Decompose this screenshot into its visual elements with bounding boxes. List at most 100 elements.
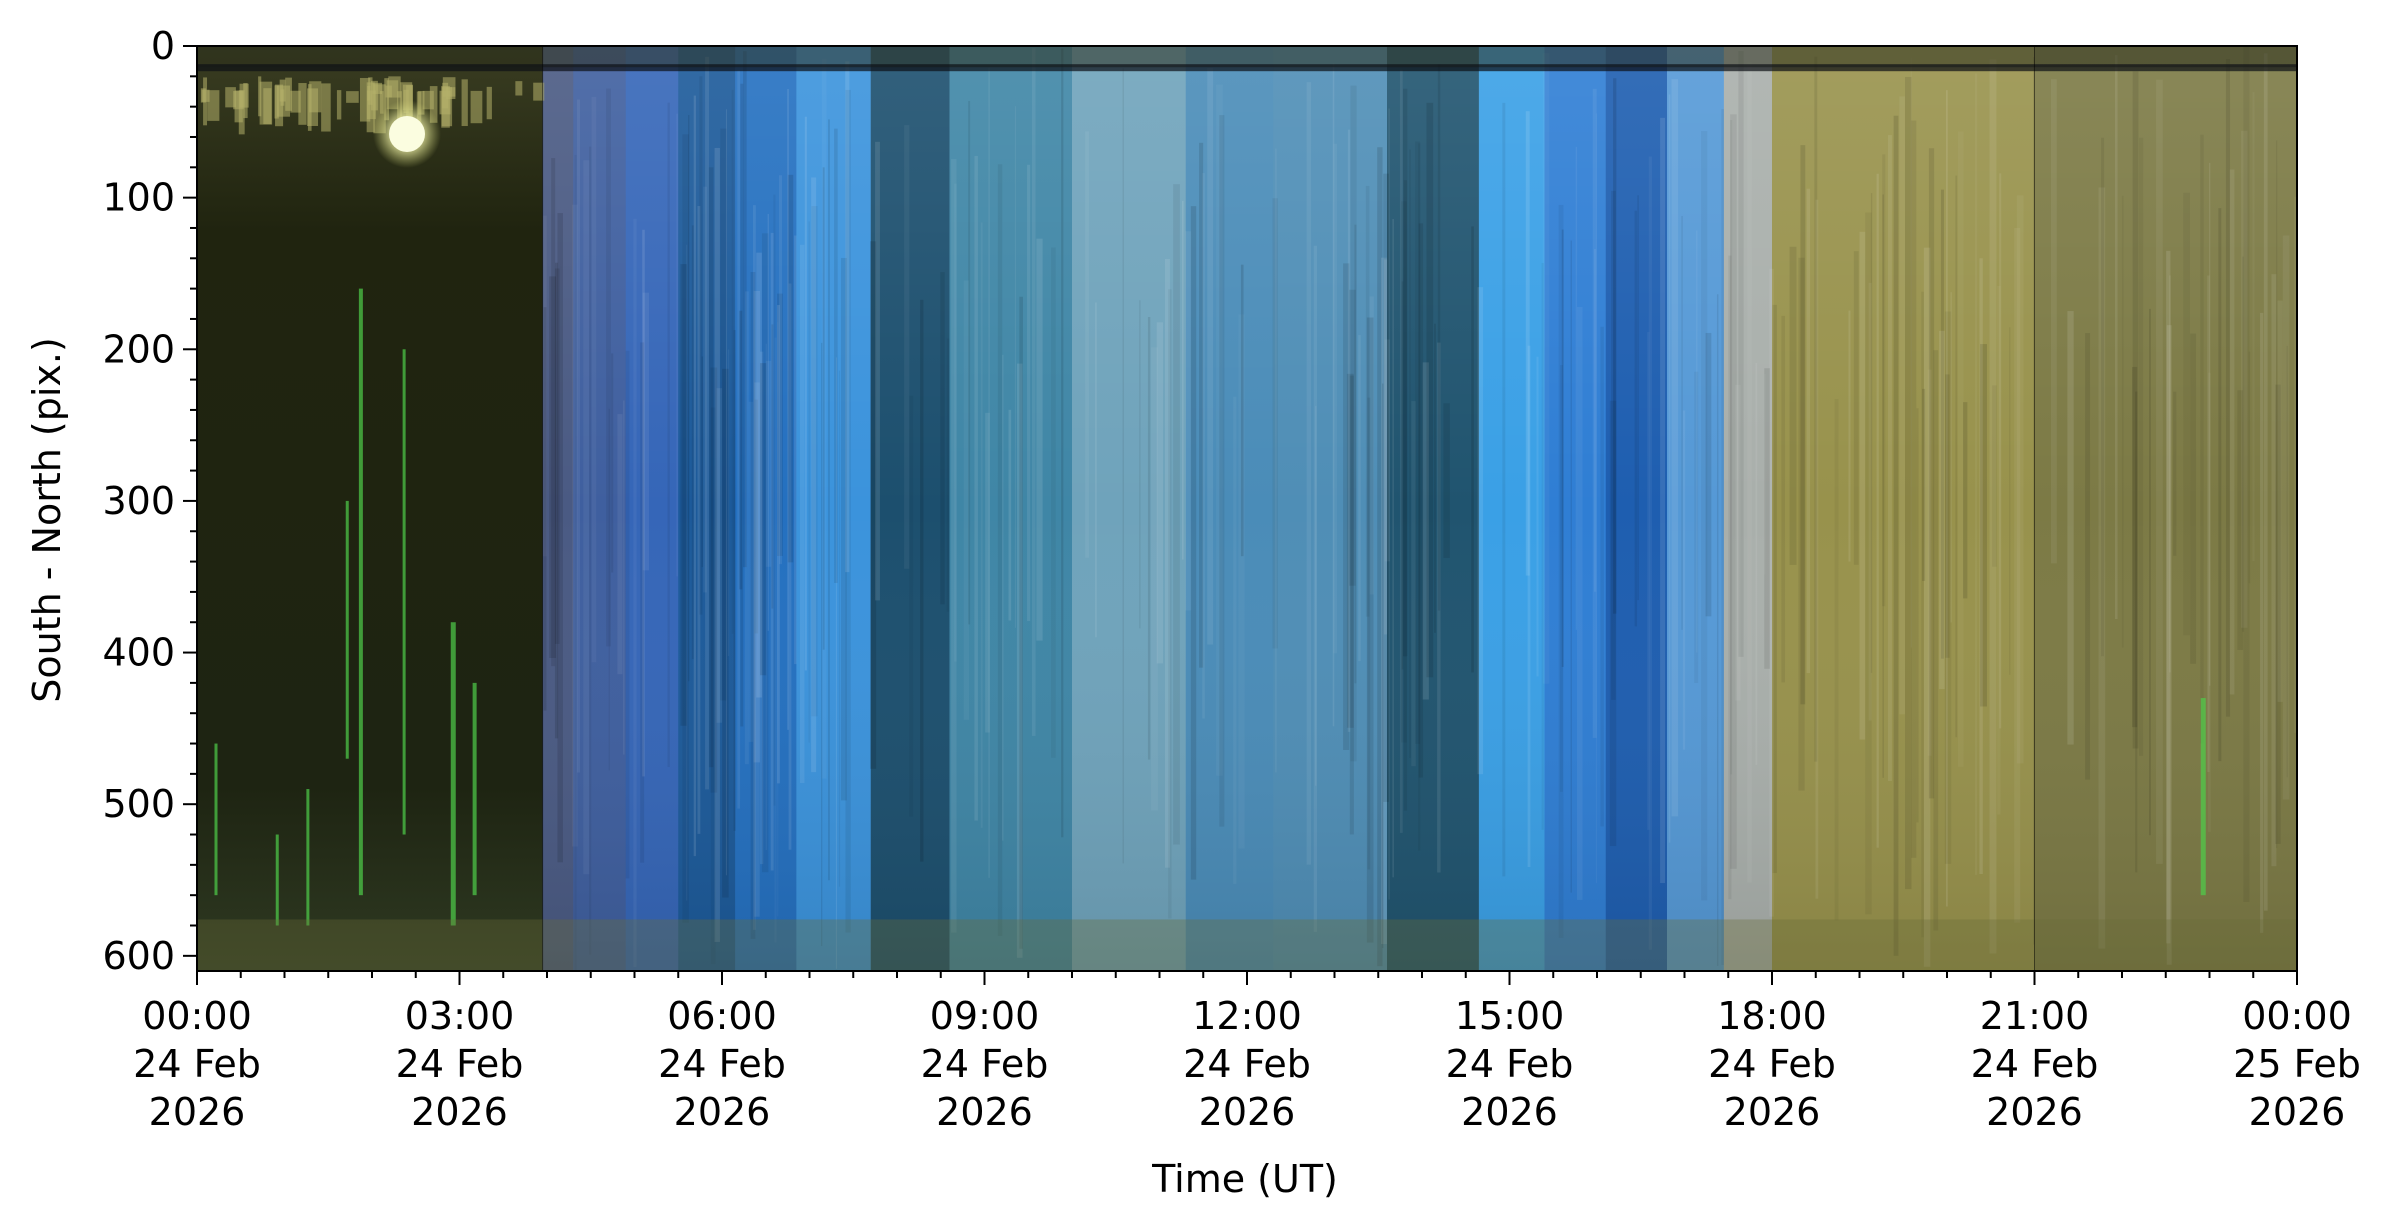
aurora-streak	[402, 349, 406, 835]
texture-streak	[1558, 204, 1564, 938]
band-shade-8	[949, 46, 1073, 971]
texture-streak	[608, 408, 610, 771]
texture-streak	[2135, 391, 2138, 873]
cloud-fringe	[402, 84, 413, 111]
texture-streak	[1434, 323, 1436, 633]
texture-streak	[1559, 365, 1563, 792]
texture-streak	[688, 114, 690, 682]
texture-streak	[767, 213, 769, 631]
texture-streak	[2237, 390, 2244, 650]
texture-streak	[1388, 108, 1390, 900]
x-tick-label: 09:00 24 Feb 2026	[921, 994, 1049, 1134]
texture-streak	[2169, 275, 2171, 673]
moon	[389, 115, 425, 152]
texture-streak	[1168, 289, 1172, 919]
texture-streak	[1383, 173, 1389, 802]
texture-streak	[1122, 68, 1124, 864]
texture-streak	[1346, 373, 1354, 728]
aurora-streak	[450, 622, 456, 926]
texture-streak	[2282, 235, 2290, 800]
texture-streak	[2138, 137, 2144, 756]
texture-streak	[667, 102, 670, 768]
x-tick-label: 15:00 24 Feb 2026	[1446, 994, 1574, 1134]
aurora-streak	[306, 789, 310, 926]
cloud-fringe	[515, 81, 523, 96]
texture-streak	[1682, 410, 1686, 750]
texture-streak	[1275, 148, 1277, 773]
texture-streak	[1730, 120, 1733, 775]
texture-streak	[2207, 275, 2210, 772]
texture-streak	[2132, 71, 2139, 749]
cloud-fringe	[366, 90, 376, 120]
texture-streak	[773, 194, 776, 806]
texture-streak	[1945, 374, 1950, 658]
texture-streak	[542, 215, 547, 557]
texture-streak	[963, 280, 970, 720]
texture-streak	[909, 395, 914, 817]
texture-streak	[574, 154, 577, 971]
texture-streak	[1437, 342, 1441, 873]
band-shade-6	[796, 46, 872, 971]
texture-streak	[821, 342, 823, 947]
texture-streak	[576, 99, 581, 773]
texture-streak	[1471, 226, 1474, 673]
texture-streak	[1963, 402, 1968, 599]
image-bands	[197, 46, 2297, 971]
texture-streak	[1365, 185, 1370, 617]
texture-streak	[1377, 147, 1383, 967]
texture-streak	[2248, 351, 2251, 584]
texture-streak	[2166, 325, 2172, 965]
cloud-fringe	[429, 86, 438, 123]
x-tick-label: 03:00 24 Feb 2026	[396, 994, 524, 1134]
cloud-fringe	[359, 77, 371, 122]
cloud-fringe	[307, 84, 312, 131]
texture-streak	[1755, 362, 1758, 765]
texture-streak	[680, 264, 687, 726]
texture-streak	[2009, 327, 2011, 675]
band-0	[197, 46, 544, 971]
texture-streak	[1911, 120, 1917, 858]
texture-streak	[1637, 195, 1639, 601]
texture-streak	[1893, 115, 1899, 956]
texture-streak	[828, 119, 830, 881]
texture-streak	[2243, 46, 2250, 902]
texture-streak	[756, 252, 762, 698]
texture-streak	[940, 272, 945, 605]
texture-streak	[1199, 142, 1204, 668]
aurora-streak	[275, 834, 279, 926]
texture-streak	[2263, 53, 2268, 911]
texture-streak	[2218, 208, 2222, 762]
texture-streak	[1016, 363, 1023, 958]
cloud-fringe	[321, 83, 331, 132]
texture-streak	[1185, 231, 1192, 611]
band-shade-18	[1772, 46, 2035, 971]
texture-streak	[1561, 229, 1564, 667]
cloud-fringe	[290, 90, 301, 113]
texture-streak	[2260, 312, 2264, 933]
cloud-fringe	[533, 82, 545, 101]
texture-streak	[740, 83, 744, 727]
texture-streak	[699, 76, 703, 615]
texture-streak	[744, 291, 749, 765]
texture-streak	[701, 356, 704, 567]
texture-streak	[1315, 405, 1317, 786]
texture-streak	[804, 116, 807, 671]
texture-streak	[1950, 292, 1952, 623]
texture-streak	[2033, 57, 2035, 945]
texture-streak	[2067, 311, 2074, 745]
texture-streak	[2286, 345, 2288, 778]
texture-streak	[2277, 300, 2283, 702]
texture-streak	[2173, 391, 2177, 556]
texture-streak	[1923, 247, 1931, 967]
texture-streak	[1611, 190, 1616, 700]
cloud-fringe	[203, 77, 208, 126]
texture-streak	[1002, 354, 1004, 841]
texture-streak	[1806, 188, 1811, 674]
texture-streak	[1859, 231, 1866, 740]
texture-streak	[821, 58, 827, 779]
texture-streak	[1696, 230, 1698, 653]
texture-streak	[1367, 397, 1371, 870]
cloud-fringe	[243, 82, 248, 119]
texture-streak	[2241, 130, 2248, 628]
texture-streak	[642, 229, 645, 777]
